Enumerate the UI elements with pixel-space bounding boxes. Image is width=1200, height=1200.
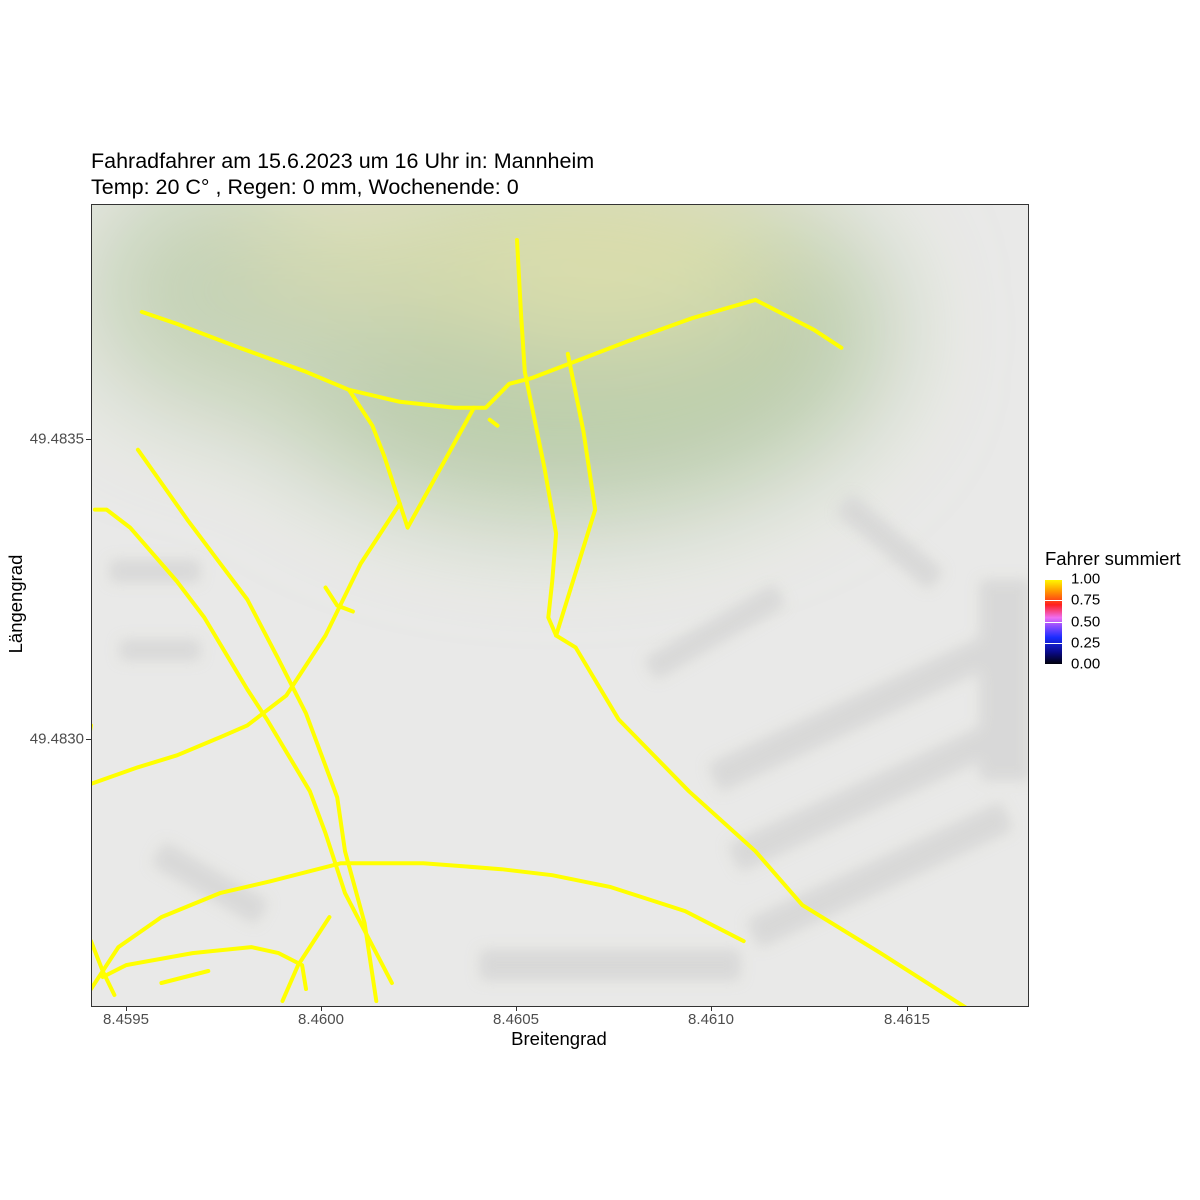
legend-tick [1045, 622, 1062, 623]
park-area [91, 204, 890, 520]
x-tick-mark [516, 1006, 517, 1011]
building-blocks [110, 494, 1029, 980]
y-tick-label: 49.4835 [29, 430, 84, 448]
legend-label: 0.50 [1071, 613, 1101, 631]
route-segment [323, 585, 355, 614]
route-segment [487, 417, 500, 428]
x-tick-mark [711, 1006, 712, 1011]
y-tick-mark [86, 739, 91, 740]
legend-label: 0.00 [1071, 655, 1101, 673]
y-tick-mark [86, 439, 91, 440]
legend-tick [1045, 643, 1062, 644]
route-segment [91, 861, 746, 991]
route-segment [135, 447, 379, 1003]
legend-tick [1045, 664, 1062, 665]
route-layer [91, 238, 969, 1007]
chart-title: Fahradfahrer am 15.6.2023 um 16 Uhr in: … [91, 149, 595, 173]
route-segment [139, 297, 844, 410]
chart-subtitle: Temp: 20 C° , Regen: 0 mm, Wochenende: 0 [91, 175, 519, 199]
legend-label: 1.00 [1071, 570, 1101, 588]
basemap [91, 204, 1029, 1007]
x-tick-label: 8.4610 [688, 1011, 734, 1028]
legend-tick [1045, 579, 1062, 580]
legend-title: Fahrer summiert [1045, 548, 1181, 569]
route-segment [159, 969, 211, 985]
route-segment [346, 387, 402, 506]
x-tick-mark [907, 1006, 908, 1011]
route-segment [91, 723, 93, 737]
x-tick-label: 8.4615 [884, 1011, 930, 1028]
route-segment [92, 507, 394, 985]
legend-label: 0.75 [1071, 591, 1101, 609]
route-segment [397, 405, 476, 530]
route-segment [91, 501, 402, 787]
route-segment [280, 915, 332, 1003]
route-segment [91, 939, 117, 997]
x-tick-label: 8.4605 [493, 1011, 539, 1028]
x-tick-label: 8.4600 [298, 1011, 344, 1028]
x-axis-title: Breitengrad [511, 1028, 607, 1049]
route-segment [100, 945, 308, 991]
legend-label: 0.25 [1071, 634, 1101, 652]
y-axis-title: Längengrad [4, 554, 26, 654]
legend-colorbar [1045, 579, 1062, 665]
x-tick-label: 8.4595 [103, 1011, 149, 1028]
panel-border [91, 204, 1029, 1007]
route-segment [554, 351, 598, 638]
y-tick-label: 49.4830 [29, 730, 84, 748]
legend-tick [1045, 600, 1062, 601]
x-tick-mark [321, 1006, 322, 1011]
x-tick-mark [126, 1006, 127, 1011]
